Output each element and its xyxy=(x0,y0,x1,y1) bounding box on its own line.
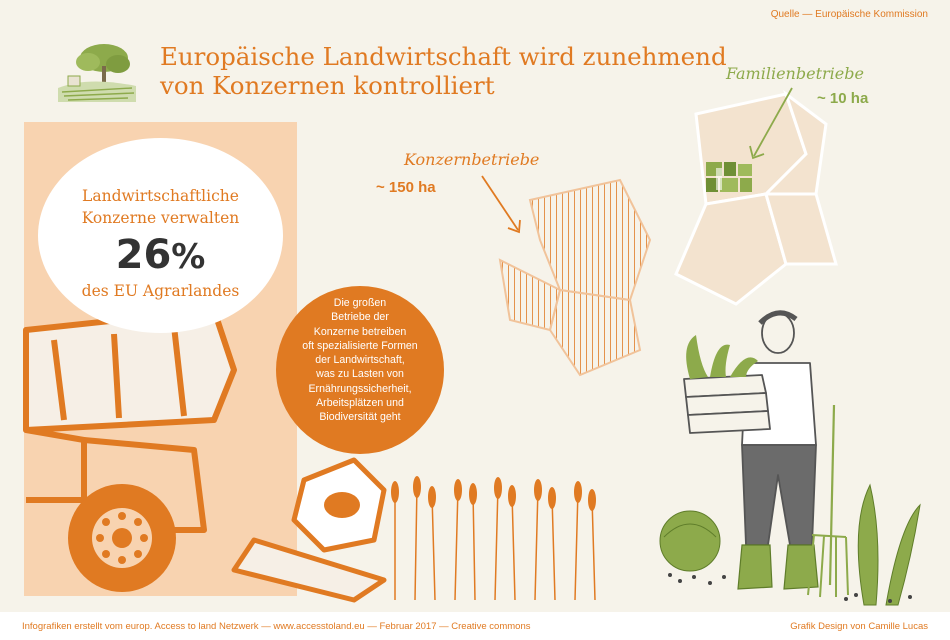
wheat-field-illustration xyxy=(391,476,596,601)
info-line: der Landwirtschaft, xyxy=(315,354,405,367)
stat-number: 26% xyxy=(38,232,283,278)
corporate-farms-label: Konzernbetriebe xyxy=(404,150,540,169)
info-line: Die großen xyxy=(333,297,387,309)
corporate-arrow-icon xyxy=(481,175,521,234)
footer-design-credit: Grafik Design von Camille Lucas xyxy=(790,621,928,632)
stat-value: 26 xyxy=(115,232,172,278)
family-farm-plots-illustration xyxy=(674,89,838,306)
small-family-plots xyxy=(706,162,752,192)
source-note: Quelle — Europäische Kommission xyxy=(770,9,928,20)
corporate-farm-plots-illustration xyxy=(498,178,652,377)
stat-line-2: Konzerne verwalten xyxy=(81,209,240,227)
combine-harvester-illustration xyxy=(23,307,387,603)
info-line: was zu Lasten von xyxy=(316,368,404,381)
family-arrow-icon xyxy=(749,87,793,160)
footer-credits: Infografiken erstellt vom europ. Access … xyxy=(22,621,531,632)
info-text: Die großen Betriebe der Konzerne betreib… xyxy=(276,296,444,425)
stat-line-1: Landwirtschaftliche xyxy=(82,187,239,205)
info-line: Biodiversität geht xyxy=(319,411,401,424)
tree-logo-icon xyxy=(58,44,136,102)
info-line: Arbeitsplätzen und xyxy=(316,397,404,410)
family-farms-label: Familienbetriebe xyxy=(726,64,864,83)
footer-band xyxy=(0,612,950,640)
stat-circle xyxy=(38,138,283,333)
info-line: Ernährungssicherheit, xyxy=(308,382,412,395)
info-circle xyxy=(276,286,444,454)
stat-unit: % xyxy=(171,237,206,277)
family-farms-size: ~ 10 ha xyxy=(817,90,869,107)
stat-line-3: des EU Agrarlandes xyxy=(81,282,240,300)
info-line: Konzerne betreiben xyxy=(313,325,407,338)
page-title: Europäische Landwirtschaft wird zunehmen… xyxy=(160,42,760,100)
corporate-farms-size: ~ 150 ha xyxy=(376,179,436,196)
info-line: Betriebe der xyxy=(331,311,389,324)
title-line-2: von Konzernen kontrolliert xyxy=(160,71,495,100)
info-line: oft spezialisierte Formen xyxy=(302,339,418,352)
farmer-illustration xyxy=(659,310,921,606)
title-line-1: Europäische Landwirtschaft wird zunehmen… xyxy=(160,42,727,71)
